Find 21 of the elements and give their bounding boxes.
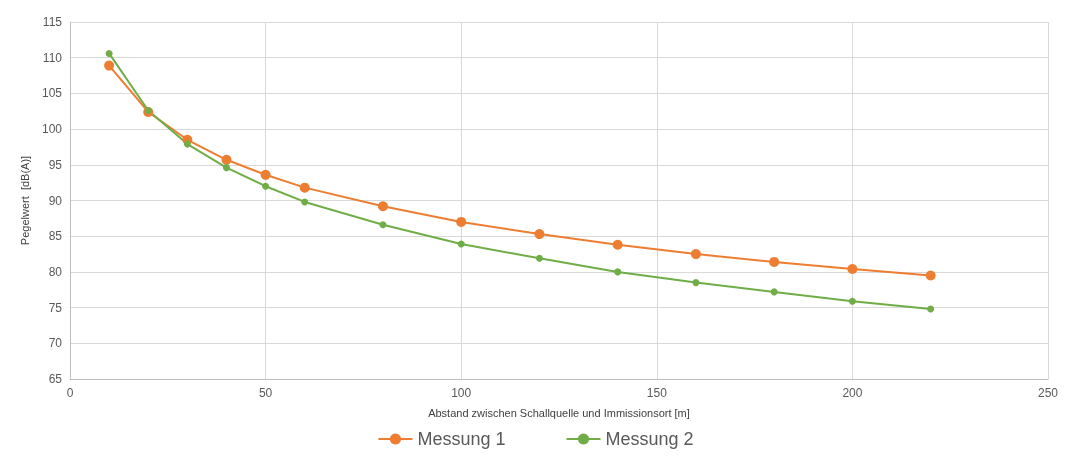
y-tick-label: 110 xyxy=(42,50,63,65)
x-tick-label: 150 xyxy=(646,386,668,400)
y-tick-label: 65 xyxy=(48,372,63,386)
y-tick-label: 75 xyxy=(48,300,63,315)
x-tick-label: 100 xyxy=(451,386,472,400)
y-tick-label: 90 xyxy=(48,193,63,208)
y-tick-label: 80 xyxy=(48,264,63,279)
y-tick-label: 85 xyxy=(48,229,63,244)
x-tick-label: 250 xyxy=(1037,386,1059,400)
x-tick-label: 200 xyxy=(842,386,863,400)
y-tick-label: 70 xyxy=(48,336,63,351)
x-axis-title: Abstand zwischen Schallquelle und Immissionsort [m] xyxy=(428,406,690,419)
legend-label: Messung 2 xyxy=(605,429,694,449)
y-axis-title: Pegelwert [dB(A)] xyxy=(18,155,31,246)
y-tick-label: 105 xyxy=(41,86,63,101)
y-tick-label: 95 xyxy=(48,157,63,172)
legend-label: Messung 1 xyxy=(417,429,506,449)
x-tick-label: 0 xyxy=(66,386,74,400)
x-tick-label: 50 xyxy=(258,386,273,400)
y-tick-label: 115 xyxy=(42,15,63,29)
y-tick-label: 100 xyxy=(41,122,63,137)
